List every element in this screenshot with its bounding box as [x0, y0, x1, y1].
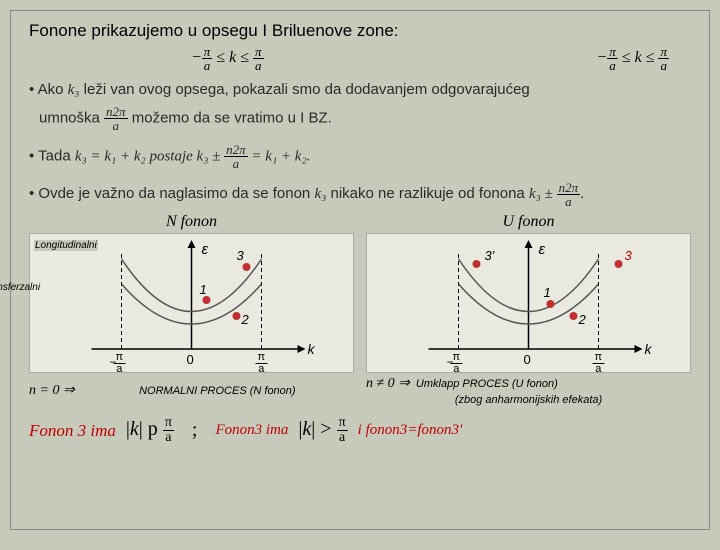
panel-u: 1 2 3' 3 ε k 0 − πa πa: [366, 233, 691, 373]
cap-u-sub: (zbog anharmonijskih efekata): [366, 394, 691, 406]
bottom-row: Fonon 3 ima |k| p πa ; Fonon3 ima |k| > …: [11, 410, 709, 451]
bottom-ineq-left: |k| p πa: [126, 416, 174, 445]
cap-n-eq: n = 0 ⇒: [29, 382, 75, 399]
bottom-right-1: Fonon3 ima: [215, 422, 288, 439]
text-line-4: • Ovde je važno da naglasimo da se fonon…: [11, 173, 709, 211]
label-longitudinal: Longitudinalni: [34, 240, 98, 251]
svg-text:1: 1: [544, 285, 551, 300]
bz-ineq-left: −πa ≤ k ≤ πa: [191, 45, 264, 72]
dispersion-n-svg: 1 2 3 ε k 0 − πa πa: [30, 234, 353, 372]
svg-text:1: 1: [200, 282, 207, 297]
caption-row: n = 0 ⇒ NORMALNI PROCES (N fonon) n ≠ 0 …: [11, 373, 709, 410]
svg-text:ε: ε: [202, 241, 209, 258]
cap-n-proc: NORMALNI PROCES (N fonon): [81, 385, 354, 397]
svg-text:ε: ε: [539, 241, 546, 258]
title: Fonone prikazujemo u opsegu I Briluenove…: [11, 11, 709, 45]
svg-text:k: k: [645, 341, 653, 357]
svg-text:2: 2: [241, 312, 250, 327]
bottom-right-2: i fonon3=fonon3': [358, 422, 463, 439]
text-line-1: • Ako k₃ leži van ovog opsega, pokazali …: [11, 78, 709, 102]
panel-u-title: U fonon: [366, 213, 691, 231]
svg-text:0: 0: [524, 352, 531, 367]
dispersion-u-svg: 1 2 3' 3 ε k 0 − πa πa: [367, 234, 690, 372]
panel-n-title: N fonon: [29, 213, 354, 231]
text-line-3: • Tada k₃ = k₁ + k₂ postaje k₃ ± n2πa = …: [11, 135, 709, 173]
svg-text:3': 3': [485, 248, 495, 263]
svg-text:3: 3: [625, 248, 633, 263]
panel-n: Longitudinalni Transferzalni 1 2 3 ε k: [29, 233, 354, 373]
label-transversal: Transferzalni: [0, 282, 41, 293]
slide: Fonone prikazujemo u opsegu I Briluenove…: [10, 10, 710, 530]
svg-text:0: 0: [187, 352, 194, 367]
cap-u-proc: Umklapp PROCES (U fonon): [416, 378, 691, 390]
bz-ineq-right: −πa ≤ k ≤ πa: [597, 45, 670, 72]
svg-text:2: 2: [578, 312, 587, 327]
svg-text:3: 3: [237, 248, 245, 263]
bottom-ineq-right: |k| > πa: [298, 416, 347, 445]
panels-row: N fonon Longitudinalni Transferzalni 1 2…: [11, 213, 709, 373]
svg-text:k: k: [308, 341, 316, 357]
cap-u-eq: n ≠ 0 ⇒: [366, 375, 410, 392]
bottom-left: Fonon 3 ima: [29, 421, 116, 441]
bz-inequality-row: −πa ≤ k ≤ πa −πa ≤ k ≤ πa: [11, 45, 709, 78]
text-line-2: umnoška n2πa možemo da se vratimo u I BZ…: [11, 102, 709, 135]
